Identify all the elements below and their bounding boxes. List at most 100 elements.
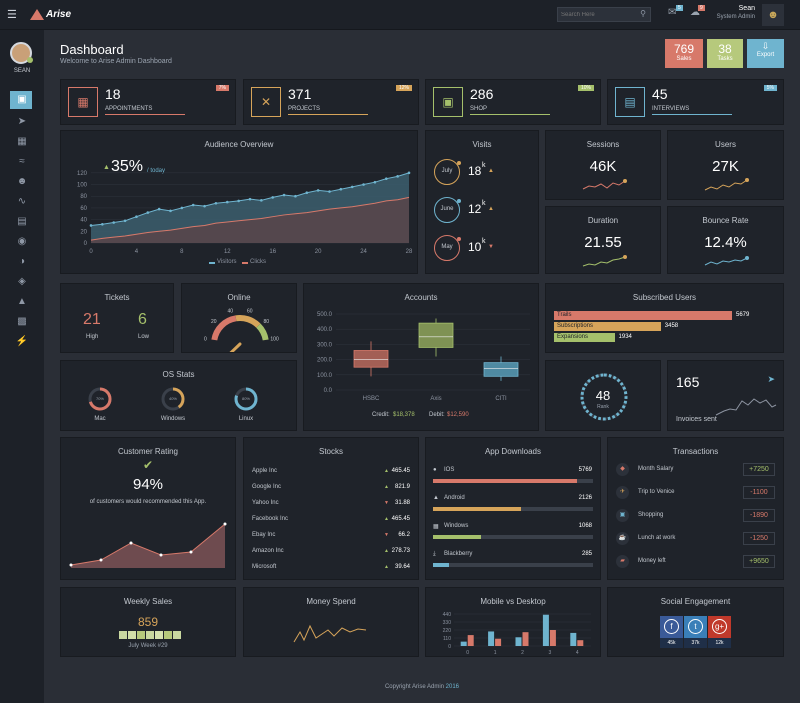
data-point[interactable]: [362, 183, 365, 186]
gauge-tick-label: 80: [263, 319, 269, 325]
rocket-icon[interactable]: ➤: [17, 116, 27, 127]
transaction-label[interactable]: Shopping: [638, 512, 664, 518]
data-point[interactable]: [248, 197, 252, 201]
data-point[interactable]: [316, 189, 320, 192]
data-point[interactable]: [180, 206, 184, 210]
data-point[interactable]: [191, 203, 195, 207]
data-point[interactable]: [135, 215, 138, 218]
data-point[interactable]: [260, 199, 263, 202]
box-citi[interactable]: [483, 362, 519, 377]
camera-icon[interactable]: ◉: [17, 236, 27, 247]
sidebar-item-dashboard[interactable]: [10, 91, 32, 109]
invoices-value: 165: [676, 374, 700, 390]
stock-name[interactable]: Apple Inc: [252, 468, 278, 474]
weekly-day-cell[interactable]: [119, 631, 127, 639]
weekly-day-cell[interactable]: [128, 631, 136, 639]
data-point[interactable]: [282, 193, 286, 197]
subscribed-bar[interactable]: [554, 322, 661, 331]
data-point[interactable]: [146, 211, 150, 214]
bar-desktop[interactable]: [549, 630, 556, 646]
layout-icon[interactable]: ▤: [17, 216, 27, 227]
weekly-day-cell[interactable]: [164, 631, 172, 639]
stock-name[interactable]: Ebay Inc: [252, 532, 276, 538]
weekly-day-cell[interactable]: [146, 631, 154, 639]
bar-mobile[interactable]: [570, 632, 577, 646]
sessions-card: Sessions 46K: [545, 130, 661, 200]
data-point[interactable]: [169, 209, 172, 213]
box-hsbc[interactable]: [353, 350, 389, 368]
stock-name[interactable]: Microsoft: [252, 564, 277, 570]
stock-name[interactable]: Google Inc: [252, 484, 282, 490]
data-point[interactable]: [237, 199, 240, 203]
data-point[interactable]: [339, 187, 343, 191]
data-point[interactable]: [112, 221, 116, 224]
data-point[interactable]: [373, 180, 377, 184]
tickets-high-label: High: [86, 334, 99, 340]
data-point[interactable]: [396, 175, 399, 178]
bar-mobile[interactable]: [460, 641, 467, 646]
data-point[interactable]: [271, 196, 275, 199]
layers-icon[interactable]: ◈: [18, 276, 26, 287]
data-point[interactable]: [294, 194, 297, 198]
weekly-day-cell[interactable]: [137, 631, 145, 639]
stock-name[interactable]: Yahoo Inc: [252, 500, 279, 506]
transaction-label[interactable]: Lunch at work: [638, 535, 676, 541]
trend-up-icon: ▲: [384, 516, 389, 522]
search-icon[interactable]: ⚲: [640, 9, 646, 18]
bar-desktop[interactable]: [495, 638, 502, 646]
export-button[interactable]: ⇩ Export: [747, 39, 784, 68]
user-icon[interactable]: ☻: [16, 176, 28, 187]
bar-desktop[interactable]: [522, 632, 529, 646]
series-area-clicks: [91, 197, 409, 243]
drop-icon[interactable]: ◑: [18, 256, 26, 267]
box-axis[interactable]: [418, 322, 454, 348]
stock-name[interactable]: Facebook Inc: [252, 516, 289, 522]
data-point[interactable]: [225, 200, 229, 204]
sales-button[interactable]: 769 Sales: [665, 39, 703, 68]
alerts-icon[interactable]: ☁: [690, 7, 700, 18]
data-point[interactable]: [203, 204, 206, 208]
bar-mobile[interactable]: [515, 637, 522, 646]
user-avatar-icon[interactable]: ☻: [762, 4, 784, 26]
wifi-icon[interactable]: ≈: [19, 156, 25, 167]
chart-icon[interactable]: ∿: [17, 196, 27, 207]
user-name[interactable]: Sean: [738, 5, 755, 12]
app-name[interactable]: Arise: [46, 9, 72, 20]
data-point[interactable]: [328, 190, 331, 193]
social-facebook-button[interactable]: f 45k: [660, 616, 683, 648]
data-point[interactable]: [305, 191, 309, 195]
weekly-day-cell[interactable]: [173, 631, 181, 639]
data-point[interactable]: [89, 224, 93, 227]
warning-icon[interactable]: ▲: [17, 296, 27, 307]
footer-year[interactable]: 2016: [445, 684, 460, 690]
transaction-label[interactable]: Money left: [638, 558, 666, 564]
data-point[interactable]: [384, 177, 388, 180]
data-point[interactable]: [157, 207, 161, 211]
data-point[interactable]: [350, 185, 354, 189]
transaction-label[interactable]: Month Salary: [638, 466, 674, 472]
bar-desktop[interactable]: [577, 640, 584, 646]
social-twitter-button[interactable]: t 37k: [684, 616, 707, 648]
tasks-button[interactable]: 38 Tasks: [707, 39, 743, 68]
subscribed-bar[interactable]: [554, 333, 615, 342]
search-input[interactable]: [561, 9, 635, 20]
data-point[interactable]: [214, 201, 218, 205]
menu-icon[interactable]: ☰: [7, 9, 17, 21]
transaction-label[interactable]: Trip to Venice: [638, 489, 675, 495]
avatar[interactable]: [10, 42, 32, 64]
bar-mobile[interactable]: [488, 631, 495, 646]
subscribed-bar[interactable]: [554, 311, 732, 320]
data-point[interactable]: [123, 219, 127, 223]
messages-icon[interactable]: ✉: [668, 7, 677, 18]
lightning-icon[interactable]: ⚡: [15, 336, 29, 347]
grid-icon[interactable]: ▩: [17, 316, 27, 327]
data-point[interactable]: [101, 222, 104, 226]
bar-desktop[interactable]: [467, 635, 474, 646]
data-point[interactable]: [407, 171, 411, 175]
bar-mobile[interactable]: [542, 614, 549, 646]
stock-name[interactable]: Amazon Inc: [252, 548, 284, 554]
social-google-plus-button[interactable]: g+ 12k: [708, 616, 731, 648]
weekly-day-cell[interactable]: [155, 631, 163, 639]
calendar-icon[interactable]: ▦: [17, 136, 27, 147]
credit-value: $18,378: [393, 412, 415, 418]
